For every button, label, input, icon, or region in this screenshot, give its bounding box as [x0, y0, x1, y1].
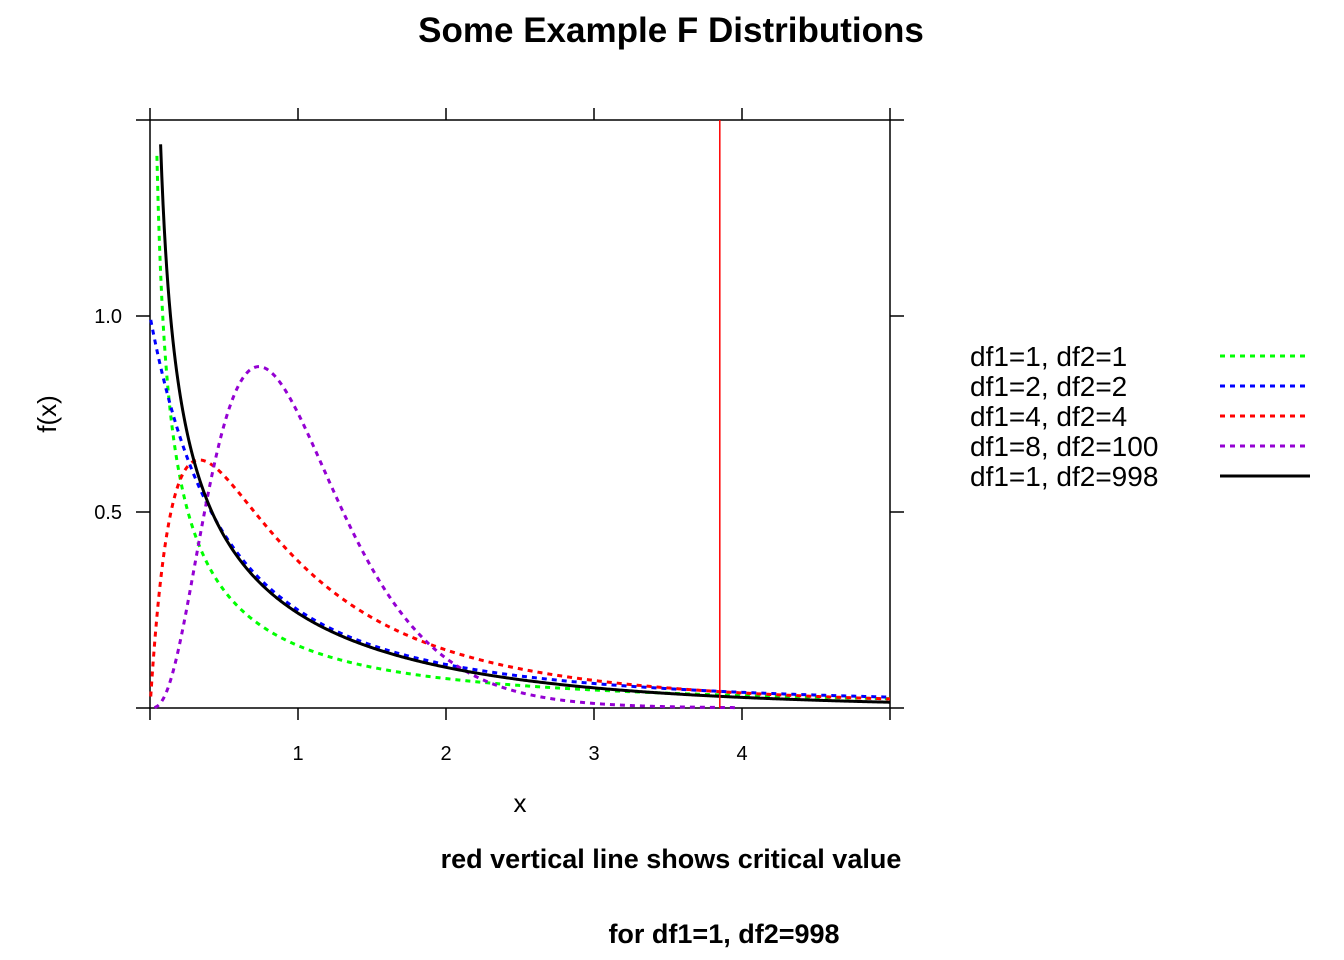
x-tick-label: 3: [588, 743, 599, 765]
series-line-3: [153, 365, 739, 710]
legend-label-3: df1=8, df2=100: [970, 431, 1158, 462]
legend-label-0: df1=1, df2=1: [970, 341, 1127, 372]
y-tick-label: 0.5: [94, 502, 122, 524]
x-axis-label: x: [514, 788, 527, 818]
caption-line-1: red vertical line shows critical value: [441, 844, 902, 874]
plot-frame: [149, 119, 891, 709]
x-tick-label: 2: [440, 743, 451, 765]
legend-label-1: df1=2, df2=2: [970, 371, 1127, 402]
series-line-0: [155, 155, 891, 701]
chart-title: Some Example F Distributions: [418, 11, 924, 50]
density-curves: [149, 144, 891, 710]
x-tick-label: 1: [292, 743, 303, 765]
series-line-1: [149, 319, 891, 699]
legend-label-2: df1=4, df2=4: [970, 401, 1127, 432]
axis-ticks: 1 2 3 4 0.5 1.0: [94, 108, 904, 765]
caption-line-2: for df1=1, df2=998: [608, 919, 839, 949]
series-line-4: [159, 144, 891, 704]
series-line-2: [149, 458, 891, 701]
y-tick-label: 1.0: [94, 306, 122, 328]
y-axis-label: f(x): [32, 395, 62, 433]
legend-label-4: df1=1, df2=998: [970, 461, 1158, 492]
x-tick-label: 4: [736, 743, 747, 765]
